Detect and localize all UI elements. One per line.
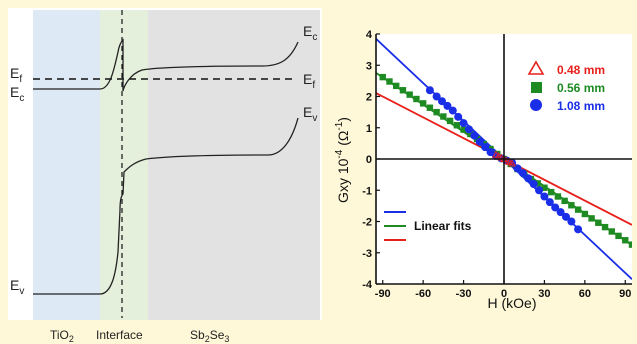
point-056-32 — [595, 219, 602, 226]
point-056-29 — [574, 206, 582, 213]
legend: 0.48 mm 0.56 mm 1.08 mm — [527, 60, 605, 113]
point-048-6 — [508, 159, 516, 167]
ev-label-left: Ev — [10, 277, 24, 297]
point-056-13 — [467, 130, 474, 138]
region-label-tio2: TiO2 — [50, 328, 74, 344]
point-108-22 — [545, 198, 554, 207]
point-108-17 — [518, 169, 527, 178]
point-056-31 — [588, 215, 595, 222]
point-056-7 — [426, 104, 434, 111]
point-108-26 — [567, 217, 576, 226]
point-056-3 — [399, 87, 407, 94]
x-tick-label: 30 — [538, 288, 550, 300]
y-tick-label: 0 — [366, 154, 372, 166]
point-056-37 — [628, 241, 632, 248]
point-056-27 — [561, 197, 568, 205]
band-diagram: Ef Ec Ev Ec Ef Ev TiO2 Interface Sb2Se3 — [8, 8, 322, 344]
x-tick-label: 90 — [619, 288, 631, 300]
point-056-5 — [413, 95, 420, 103]
fit-legend-label: Linear fits — [414, 219, 472, 233]
y-tick-label: -3 — [362, 248, 372, 260]
point-056-28 — [568, 202, 575, 209]
y-tick-label: 3 — [366, 60, 372, 72]
point-056-34 — [608, 228, 615, 235]
x-tick-label: 0 — [501, 288, 507, 300]
region-label-interface: Interface — [96, 328, 143, 342]
point-108-20 — [535, 186, 544, 195]
y-tick-label: 1 — [366, 123, 372, 135]
legend-marker-triangle — [527, 60, 545, 75]
point-056-33 — [601, 223, 609, 231]
x-tick-label: 60 — [579, 288, 591, 300]
y-tick-label: -4 — [362, 279, 373, 291]
x-tick-label: -60 — [415, 288, 431, 300]
ef-label-right: Ef — [303, 71, 315, 91]
point-108-3 — [443, 101, 452, 110]
point-108-7 — [464, 125, 473, 134]
ef-label-left: Ef — [10, 65, 22, 85]
point-108-24 — [556, 208, 565, 217]
ec-label-right: Ec — [303, 23, 317, 43]
point-108-5 — [454, 112, 463, 121]
point-056-23 — [534, 180, 541, 187]
legend-label-108: 1.08 mm — [557, 99, 605, 113]
region-tio2 — [33, 10, 100, 320]
ev-label-right: Ev — [303, 104, 317, 124]
point-056-30 — [581, 210, 589, 218]
point-056-25 — [547, 188, 555, 196]
point-108-27 — [574, 225, 583, 234]
point-108-10 — [481, 143, 490, 152]
point-056-8 — [433, 108, 440, 116]
point-108-6 — [459, 119, 468, 128]
x-axis-label: H (kOe) — [488, 295, 537, 311]
point-056-10 — [446, 117, 454, 125]
point-108-2 — [438, 97, 447, 106]
point-108-19 — [529, 180, 538, 188]
point-056-35 — [615, 232, 622, 240]
y-tick-label: 2 — [366, 92, 372, 104]
y-tick-label: -2 — [362, 217, 372, 229]
point-056-12 — [460, 126, 467, 133]
data-points — [379, 73, 632, 248]
point-056-6 — [419, 100, 427, 107]
conduction-band — [33, 38, 299, 92]
y-tick-label: -1 — [362, 185, 372, 197]
hall-chart: 4 3 2 1 0 -1 -2 -3 -4-90 -60 -30 0 30 60 90 Gxy 10-4 (… — [334, 29, 632, 311]
point-056-0 — [379, 73, 386, 81]
legend-label-056: 0.56 mm — [557, 81, 605, 95]
point-108-21 — [540, 192, 549, 201]
point-108-0 — [425, 86, 434, 95]
point-056-11 — [453, 122, 461, 129]
point-108-18 — [524, 174, 533, 183]
point-108-9 — [475, 137, 484, 146]
point-108-23 — [551, 203, 560, 212]
point-056-9 — [440, 113, 447, 120]
legend-marker-square — [531, 82, 542, 93]
point-108-25 — [561, 212, 570, 221]
y-tick-label: 4 — [366, 29, 373, 41]
legend-label-048: 0.48 mm — [557, 63, 605, 77]
region-label-sb2se3: Sb2Se3 — [190, 328, 229, 344]
valence-band — [33, 117, 299, 295]
y-axis-label: Gxy 10-4 (Ω-1) — [334, 117, 351, 203]
point-056-24 — [541, 184, 548, 191]
x-tick-label: -30 — [456, 288, 472, 300]
fit-legend: Linear fits — [384, 211, 472, 241]
region-interface — [100, 10, 148, 320]
legend-marker-circle — [530, 99, 542, 111]
point-108-1 — [432, 92, 441, 101]
point-056-1 — [386, 78, 393, 85]
x-tick-label: -90 — [375, 288, 391, 300]
point-108-4 — [448, 106, 457, 115]
point-108-8 — [470, 131, 479, 140]
region-sb2se3 — [148, 10, 320, 320]
point-056-2 — [393, 82, 400, 90]
point-056-26 — [554, 193, 562, 200]
ec-label-left: Ec — [10, 84, 24, 104]
point-056-36 — [622, 237, 629, 244]
chart-axes: 4 3 2 1 0 -1 -2 -3 -4-90 -60 -30 0 30 60 90 — [362, 29, 632, 300]
point-056-4 — [406, 91, 413, 98]
